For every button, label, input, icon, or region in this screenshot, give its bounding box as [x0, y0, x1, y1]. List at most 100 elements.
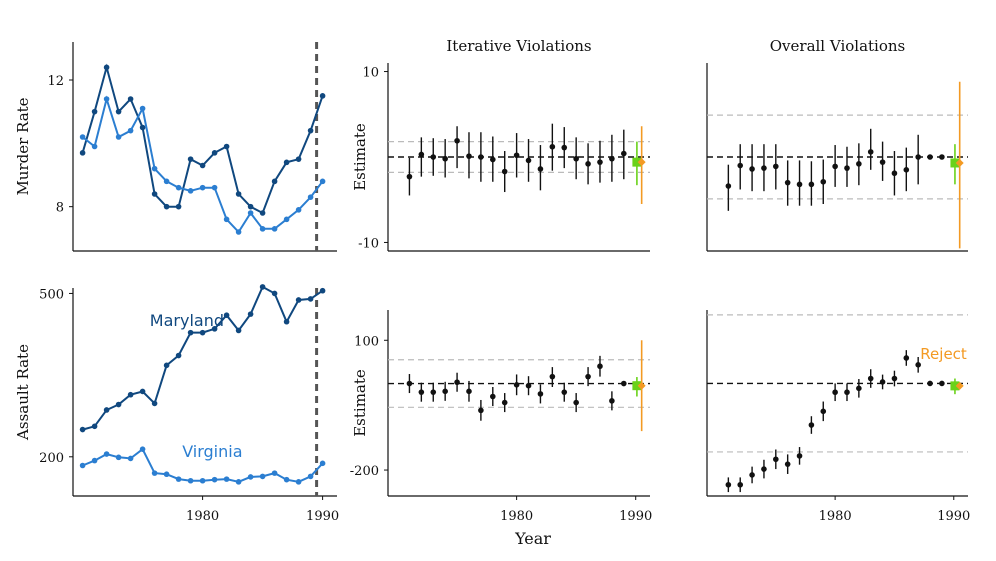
estimate-point — [796, 181, 803, 188]
treated-estimate — [632, 381, 642, 391]
point-virginia — [115, 454, 122, 461]
estimate-point — [478, 407, 484, 414]
point-maryland — [199, 329, 206, 336]
estimate-point — [761, 466, 767, 472]
point-maryland — [211, 150, 218, 156]
y-tick-label: 8 — [56, 201, 64, 216]
panel-overall-murder: Overall Violations — [706, 37, 968, 252]
panel-title: Iterative Violations — [446, 37, 591, 55]
estimate-point — [939, 154, 945, 160]
estimate-point — [784, 461, 791, 467]
estimate-point — [513, 152, 520, 159]
point-virginia — [283, 216, 290, 223]
point-maryland — [91, 423, 98, 430]
point-maryland — [199, 162, 206, 169]
x-tick-label: 1980 — [819, 509, 852, 524]
point-maryland — [139, 388, 146, 395]
estimate-point — [466, 388, 472, 395]
point-maryland — [187, 329, 194, 336]
estimate-point — [525, 382, 532, 389]
x-tick-label: 1990 — [937, 509, 970, 524]
panel-overall-assault: 1980 1990 Reject — [706, 310, 970, 524]
label-maryland: Maryland — [150, 311, 224, 330]
point-virginia — [79, 462, 86, 469]
estimate-point — [725, 183, 732, 189]
estimate-point — [454, 379, 460, 386]
point-maryland — [103, 64, 110, 71]
point-virginia — [247, 474, 254, 480]
point-maryland — [295, 297, 302, 303]
estimate-point — [879, 159, 886, 165]
point-maryland — [151, 191, 158, 197]
estimate-point — [784, 179, 791, 186]
estimate-point — [490, 393, 496, 400]
y-tick-label: 500 — [39, 287, 64, 302]
estimate-point — [430, 154, 437, 160]
point-virginia — [187, 188, 194, 194]
point-maryland — [223, 312, 230, 319]
series-line-maryland — [81, 63, 324, 215]
estimate-point — [808, 181, 815, 188]
test-estimate — [637, 381, 646, 390]
point-maryland — [139, 124, 146, 131]
estimate-point — [490, 156, 496, 163]
point-maryland — [295, 156, 302, 162]
point-maryland — [319, 93, 326, 99]
point-virginia — [235, 479, 242, 485]
estimate-point — [585, 161, 591, 167]
estimate-point — [537, 166, 544, 172]
point-virginia — [307, 473, 314, 480]
point-maryland — [235, 327, 242, 334]
estimate-point — [442, 388, 448, 395]
point-maryland — [283, 318, 290, 325]
estimate-point — [621, 380, 627, 387]
point-virginia — [115, 134, 122, 140]
point-maryland — [163, 362, 170, 369]
figure-xlabel: Year — [514, 529, 551, 548]
point-virginia — [151, 470, 158, 476]
estimate-point — [867, 149, 874, 155]
point-maryland — [283, 159, 290, 166]
estimate-point — [621, 150, 627, 157]
point-virginia — [319, 460, 326, 467]
point-virginia — [127, 455, 134, 462]
point-virginia — [211, 184, 218, 191]
estimate-point — [609, 398, 615, 404]
estimate-point — [454, 137, 460, 144]
estimate-point — [927, 154, 933, 160]
point-virginia — [319, 178, 326, 185]
point-maryland — [91, 108, 98, 115]
estimate-point — [903, 167, 910, 173]
estimate-point — [501, 168, 508, 175]
point-maryland — [259, 210, 266, 216]
estimate-point — [915, 362, 921, 368]
estimate-point — [737, 162, 744, 169]
estimate-point — [609, 155, 615, 162]
y-axis-label: Estimate — [351, 123, 369, 191]
point-maryland — [163, 203, 170, 210]
point-virginia — [259, 226, 266, 232]
y-tick-label: 10 — [362, 66, 379, 81]
estimate-point — [597, 363, 603, 370]
point-maryland — [103, 407, 110, 413]
x-tick-label: 1980 — [186, 509, 219, 524]
estimate-point — [573, 155, 579, 162]
estimate-point — [879, 379, 886, 385]
point-virginia — [175, 476, 182, 482]
y-axis-label: Murder Rate — [14, 97, 32, 195]
y-tick-label: 12 — [47, 74, 64, 89]
point-maryland — [271, 290, 278, 297]
estimate-point — [737, 481, 744, 488]
reject-label: Reject — [920, 345, 967, 363]
point-virginia — [259, 473, 266, 480]
point-maryland — [223, 143, 230, 150]
estimate-point — [844, 165, 850, 171]
point-virginia — [175, 184, 182, 191]
estimate-point — [418, 389, 425, 395]
point-maryland — [259, 284, 266, 290]
point-virginia — [187, 477, 194, 484]
estimate-point — [832, 389, 838, 396]
estimate-point — [820, 408, 827, 415]
point-virginia — [151, 165, 158, 172]
y-tick-label: -10 — [358, 236, 379, 251]
